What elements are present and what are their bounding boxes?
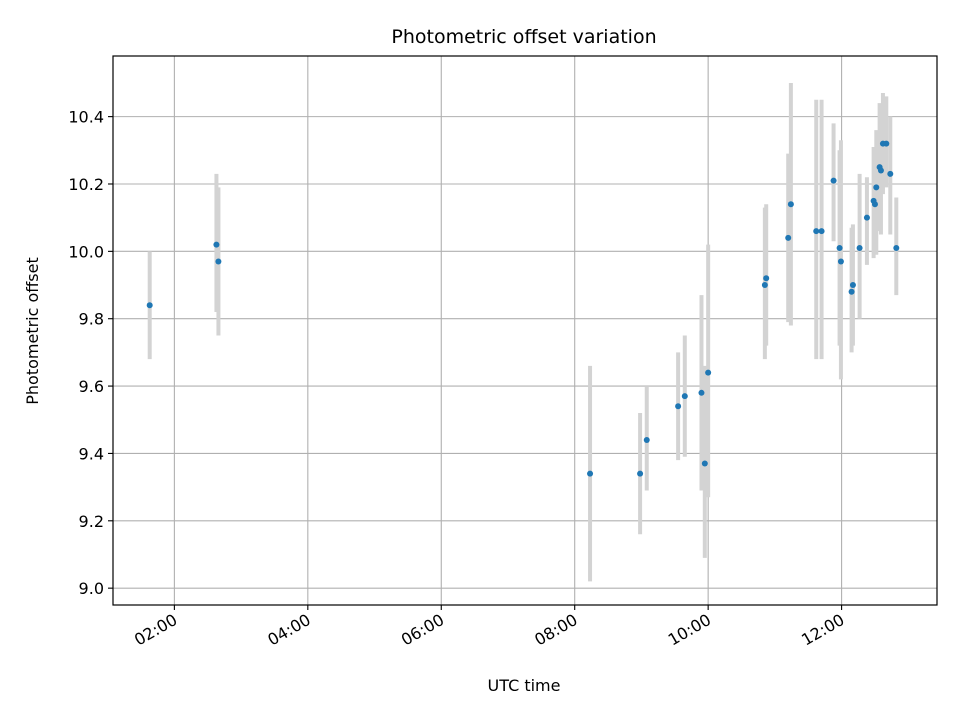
data-point [761, 282, 768, 289]
data-point [887, 170, 894, 177]
data-point [675, 403, 682, 410]
y-tick-label: 10.2 [68, 175, 104, 194]
y-tick-label: 10.4 [68, 108, 104, 127]
data-point [587, 470, 594, 477]
y-tick-label: 9.8 [79, 310, 104, 329]
grid [113, 56, 937, 605]
y-tick-label: 9.2 [79, 512, 104, 531]
data-point [701, 460, 708, 467]
data-point [681, 393, 688, 400]
data-point [146, 302, 153, 309]
data-points [146, 140, 900, 477]
plot-frame [112, 55, 938, 606]
data-point [643, 436, 650, 443]
y-tick-label: 9.4 [79, 444, 104, 463]
y-tick-label: 10.0 [68, 242, 104, 261]
data-point [818, 228, 825, 235]
data-point [849, 282, 856, 289]
data-point [213, 241, 220, 248]
data-point [698, 389, 705, 396]
data-point [836, 244, 843, 251]
y-tick-label: 9.0 [79, 579, 104, 598]
data-point [863, 214, 870, 221]
x-axis-label: UTC time [488, 676, 561, 695]
data-point [637, 470, 644, 477]
data-point [830, 177, 837, 184]
data-point [813, 228, 820, 235]
data-point [873, 184, 880, 191]
chart-title: Photometric offset variation [391, 26, 656, 48]
data-point [705, 369, 712, 376]
data-point [877, 167, 884, 174]
data-point [871, 201, 878, 208]
data-point [883, 140, 890, 147]
data-point [837, 258, 844, 265]
data-point [787, 201, 794, 208]
data-point [848, 288, 855, 295]
y-axis-label: Photometric offset [23, 257, 42, 405]
data-point [763, 275, 770, 282]
data-point [893, 244, 900, 251]
data-point [856, 244, 863, 251]
y-axis-ticks: 9.0 9.2 9.4 9.6 9.8 10.0 10.2 10.4 [68, 108, 113, 598]
y-tick-label: 9.6 [79, 377, 104, 396]
data-point [785, 234, 792, 241]
data-point [215, 258, 222, 265]
